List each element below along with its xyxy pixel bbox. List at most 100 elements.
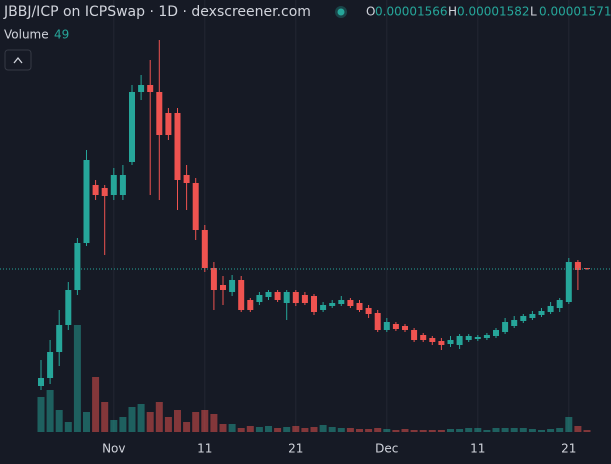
volume-bar (319, 425, 327, 432)
candle-body (584, 268, 590, 269)
candle-body (383, 322, 390, 330)
candle-body (447, 340, 454, 344)
volume-bar (447, 429, 454, 432)
candle-body (538, 311, 545, 315)
candle-body (320, 305, 327, 310)
volume-bar (146, 412, 154, 432)
candle-body (456, 336, 463, 345)
candle-body (502, 322, 509, 332)
candle-body (83, 160, 90, 243)
candle-body (247, 300, 254, 310)
candle-body (465, 336, 472, 340)
volume-bar (474, 428, 482, 432)
volume-bar (437, 430, 445, 432)
volume-bar (292, 426, 300, 432)
volume-bar (501, 428, 509, 432)
ohlc-key: L (530, 5, 537, 19)
volume-bar (574, 426, 582, 432)
candle-body (192, 183, 199, 230)
volume-bar (410, 430, 418, 432)
volume-bar (110, 420, 118, 432)
volume-bar (64, 422, 72, 432)
candle-body (92, 185, 99, 195)
volume-bar (246, 426, 254, 432)
volume-bar (383, 429, 391, 432)
candle-body (220, 285, 226, 290)
volume-bar (101, 402, 109, 432)
candle-body (520, 316, 527, 321)
candle-body (329, 303, 336, 306)
volume-bar (237, 428, 245, 432)
collapse-button[interactable] (4, 49, 32, 71)
candle-body (238, 280, 245, 310)
volume-bar (547, 429, 555, 432)
candle-body (438, 341, 445, 345)
candle-body (474, 337, 481, 339)
volume-bar (155, 402, 163, 432)
volume-bar (538, 430, 545, 432)
volume-bar (392, 430, 400, 432)
chart-title: JBBJ/ICP on ICPSwap · 1D · dexscreener.c… (3, 4, 311, 20)
volume-bar (46, 390, 54, 432)
candle-body (556, 300, 563, 308)
volume-bar (201, 410, 209, 432)
candle-body (138, 85, 145, 92)
x-tick-label: Dec (375, 442, 398, 456)
button-frame[interactable] (4, 49, 32, 71)
candle-body (392, 324, 399, 329)
volume-bar (83, 412, 90, 432)
volume-bar (365, 429, 373, 432)
chevron-up[interactable] (13, 56, 23, 64)
volume-bar (556, 428, 564, 432)
volume-bar (37, 397, 45, 432)
ohlc-value: 0.00001571 (539, 5, 611, 19)
volume-bar (265, 426, 272, 432)
candle-body (338, 300, 345, 304)
candle-body (129, 92, 135, 162)
candle-body (347, 300, 354, 306)
candle-body (365, 308, 372, 314)
x-tick-label: Nov (102, 442, 125, 456)
candle-body (156, 92, 163, 135)
volume-bar (283, 427, 291, 432)
volume-bar (55, 410, 63, 432)
grid (113, 0, 570, 432)
overlay: O 0.00001566 H 0.00001582 L 0.00001571 Nov 11 21… (0, 5, 611, 456)
volume-bar (510, 428, 518, 432)
volume-bar (128, 407, 136, 432)
candle-body (265, 292, 272, 297)
candle-body (574, 262, 581, 270)
volume-bar (419, 430, 427, 432)
candle-body (210, 268, 217, 290)
volume-bar (137, 404, 145, 432)
candle-body (101, 188, 108, 196)
volume-bar (328, 427, 336, 432)
candle-body (74, 243, 81, 290)
candle-body (38, 378, 44, 386)
volume-bar (174, 410, 181, 432)
volume-bar (164, 417, 172, 432)
candle-body (356, 303, 363, 310)
volume-bar (483, 430, 491, 432)
volume-bar (337, 428, 345, 432)
ohlc-key: O (366, 5, 375, 19)
candle-body (110, 175, 117, 195)
volume-bar (346, 428, 354, 432)
candle-body (402, 326, 408, 330)
candle-body (292, 292, 299, 303)
volume-bar (301, 428, 309, 432)
candle-body (429, 338, 436, 342)
candle-body (256, 295, 263, 302)
candle-body (493, 330, 499, 336)
volume-pane (37, 325, 591, 432)
volume-bar (228, 424, 236, 432)
candle-body (165, 113, 172, 135)
volume-bar (255, 427, 263, 432)
volume-bar (465, 428, 473, 432)
volume-bar (73, 325, 81, 432)
volume-bar (183, 422, 191, 432)
volume-legend-label: Volume (4, 28, 49, 42)
volume-legend-value: 49 (54, 28, 69, 42)
